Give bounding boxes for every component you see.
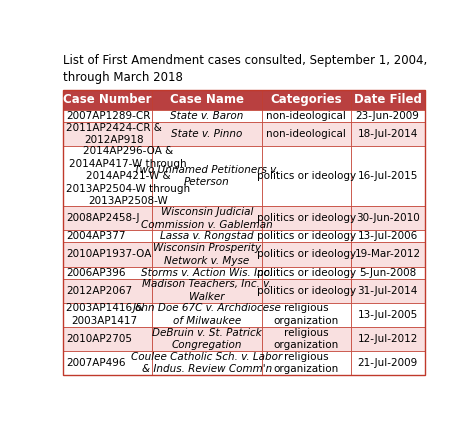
Text: religious
organization: religious organization: [273, 327, 339, 350]
Bar: [63, 266, 152, 279]
Text: 2014AP296-OA &
2014AP417-W through
2014AP421-W &
2013AP2504-W through
2013AP2508: 2014AP296-OA & 2014AP417-W through 2014A…: [66, 146, 190, 206]
Bar: [63, 279, 152, 302]
Text: Case Name: Case Name: [170, 93, 244, 107]
Bar: [351, 146, 425, 206]
Text: 5-Jun-2008: 5-Jun-2008: [359, 267, 416, 277]
Text: 2007AP1289-CR: 2007AP1289-CR: [66, 111, 150, 121]
Bar: [262, 146, 351, 206]
Text: politics or ideology: politics or ideology: [257, 213, 356, 223]
Bar: [63, 110, 152, 122]
Text: 31-Jul-2014: 31-Jul-2014: [357, 286, 418, 296]
Bar: [152, 327, 262, 351]
Text: List of First Amendment cases consulted, September 1, 2004,
through March 2018: List of First Amendment cases consulted,…: [63, 54, 427, 84]
Bar: [262, 242, 351, 266]
Bar: [351, 90, 425, 110]
Bar: [262, 279, 351, 302]
Text: 2010AP1937-OA: 2010AP1937-OA: [66, 250, 151, 259]
Text: Madison Teachers, Inc. v.
Walker: Madison Teachers, Inc. v. Walker: [142, 279, 272, 302]
Bar: [152, 206, 262, 231]
Bar: [63, 231, 152, 242]
Bar: [152, 279, 262, 302]
Text: Wisconsin Judicial
Commission v. Gableman: Wisconsin Judicial Commission v. Gablema…: [141, 207, 273, 230]
Text: 2004AP377: 2004AP377: [66, 231, 125, 242]
Bar: [152, 110, 262, 122]
Text: 2012AP2067: 2012AP2067: [66, 286, 132, 296]
Bar: [262, 90, 351, 110]
Bar: [262, 110, 351, 122]
Bar: [351, 279, 425, 302]
Bar: [63, 351, 152, 375]
Text: religious
organization: religious organization: [273, 352, 339, 374]
Text: politics or ideology: politics or ideology: [257, 267, 356, 277]
Text: 2007AP496: 2007AP496: [66, 358, 125, 368]
Bar: [351, 206, 425, 231]
Text: DeBruin v. St. Patrick
Congregation: DeBruin v. St. Patrick Congregation: [152, 327, 262, 350]
Bar: [351, 242, 425, 266]
Text: Wisconsin Prosperity
Network v. Myse: Wisconsin Prosperity Network v. Myse: [153, 243, 261, 266]
Bar: [351, 266, 425, 279]
Bar: [152, 146, 262, 206]
Bar: [351, 231, 425, 242]
Text: Storms v. Action Wis. Inc.: Storms v. Action Wis. Inc.: [141, 267, 273, 277]
Bar: [152, 266, 262, 279]
Bar: [351, 302, 425, 327]
Text: 2003AP1416 &
2003AP1417: 2003AP1416 & 2003AP1417: [66, 303, 143, 326]
Text: Lassa v. Rongstad: Lassa v. Rongstad: [160, 231, 254, 242]
Bar: [262, 302, 351, 327]
Bar: [63, 146, 152, 206]
Text: State v. Pinno: State v. Pinno: [171, 129, 242, 139]
Bar: [152, 90, 262, 110]
Text: 30-Jun-2010: 30-Jun-2010: [356, 213, 419, 223]
Text: Coulee Catholic Sch. v. Labor
& Indus. Review Comm'n: Coulee Catholic Sch. v. Labor & Indus. R…: [131, 352, 283, 374]
Text: 12-Jul-2012: 12-Jul-2012: [357, 334, 418, 344]
Text: 18-Jul-2014: 18-Jul-2014: [357, 129, 418, 139]
Text: 2011AP2424-CR &
2012AP918: 2011AP2424-CR & 2012AP918: [66, 123, 162, 146]
Bar: [63, 90, 425, 375]
Text: politics or ideology: politics or ideology: [257, 231, 356, 242]
Bar: [351, 122, 425, 146]
Text: State v. Baron: State v. Baron: [170, 111, 244, 121]
Text: 13-Jul-2005: 13-Jul-2005: [357, 310, 418, 320]
Text: John Doe 67C v. Archdiocese
of Milwaukee: John Doe 67C v. Archdiocese of Milwaukee: [132, 303, 281, 326]
Text: 19-Mar-2012: 19-Mar-2012: [355, 250, 421, 259]
Bar: [63, 327, 152, 351]
Bar: [152, 302, 262, 327]
Bar: [262, 351, 351, 375]
Bar: [152, 231, 262, 242]
Bar: [262, 231, 351, 242]
Text: Date Filed: Date Filed: [354, 93, 421, 107]
Text: politics or ideology: politics or ideology: [257, 286, 356, 296]
Bar: [152, 122, 262, 146]
Text: non-ideological: non-ideological: [266, 111, 346, 121]
Text: politics or ideology: politics or ideology: [257, 171, 356, 181]
Text: religious
organization: religious organization: [273, 303, 339, 326]
Text: 13-Jul-2006: 13-Jul-2006: [357, 231, 418, 242]
Text: 21-Jul-2009: 21-Jul-2009: [357, 358, 418, 368]
Bar: [262, 327, 351, 351]
Bar: [351, 351, 425, 375]
Text: Categories: Categories: [271, 93, 342, 107]
Bar: [152, 351, 262, 375]
Text: 16-Jul-2015: 16-Jul-2015: [357, 171, 418, 181]
Bar: [262, 122, 351, 146]
Text: 23-Jun-2009: 23-Jun-2009: [356, 111, 419, 121]
Text: 2006AP396: 2006AP396: [66, 267, 125, 277]
Bar: [63, 90, 152, 110]
Bar: [63, 302, 152, 327]
Bar: [63, 242, 152, 266]
Bar: [351, 327, 425, 351]
Text: 2010AP2705: 2010AP2705: [66, 334, 132, 344]
Text: 2008AP2458-J: 2008AP2458-J: [66, 213, 139, 223]
Text: Two Unnamed Petitioners v.
Peterson: Two Unnamed Petitioners v. Peterson: [135, 165, 279, 187]
Text: politics or ideology: politics or ideology: [257, 250, 356, 259]
Bar: [262, 266, 351, 279]
Bar: [63, 122, 152, 146]
Bar: [152, 242, 262, 266]
Bar: [351, 110, 425, 122]
Text: non-ideological: non-ideological: [266, 129, 346, 139]
Text: Case Number: Case Number: [63, 93, 152, 107]
Bar: [63, 206, 152, 231]
Bar: [262, 206, 351, 231]
